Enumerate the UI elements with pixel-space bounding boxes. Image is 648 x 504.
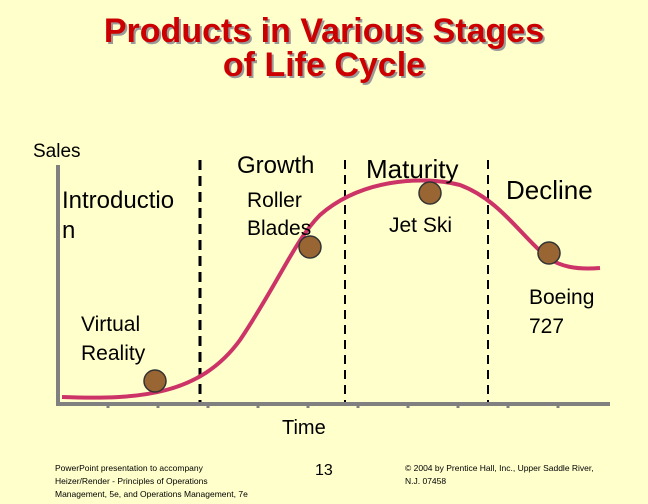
- boeing-line1: Boeing: [529, 286, 595, 309]
- footer-right-line1: © 2004 by Prentice Hall, Inc., Upper Sad…: [405, 463, 594, 473]
- title-line-2: of Life Cycle: [222, 46, 426, 84]
- roller-blades-line2: Blades: [247, 217, 312, 240]
- product-roller-blades: Roller Blades: [247, 187, 311, 243]
- stage-introduction: Introductio n: [62, 186, 174, 246]
- marker-roller-blades: [298, 235, 322, 259]
- stage-maturity: Maturity: [366, 154, 459, 184]
- boeing-line2: 727: [529, 315, 565, 338]
- roller-blades-line1: Roller: [247, 189, 302, 212]
- footer-left-line2: Heizer/Render - Principles of Operations: [55, 476, 208, 486]
- marker-jet-ski: [418, 181, 442, 205]
- footer-right-line2: N.J. 07458: [405, 476, 447, 486]
- footer-right: © 2004 by Prentice Hall, Inc., Upper Sad…: [405, 462, 594, 488]
- y-axis-label: Sales: [33, 141, 81, 162]
- page-number: 13: [315, 462, 333, 479]
- virtual-reality-line2: Reality: [81, 342, 146, 365]
- stage-decline: Decline: [506, 175, 593, 205]
- footer-left-line3: Management, 5e, and Operations Managemen…: [55, 489, 248, 499]
- product-virtual-reality: Virtual Reality: [81, 310, 145, 368]
- stage-introduction-line2: n: [62, 217, 76, 244]
- stage-growth: Growth: [237, 152, 315, 179]
- x-axis-label: Time: [282, 417, 326, 439]
- virtual-reality-line1: Virtual: [81, 313, 141, 336]
- stage-introduction-line1: Introductio: [62, 187, 175, 214]
- marker-virtual-reality: [143, 369, 167, 393]
- title-line-1: Products in Various Stages: [103, 12, 545, 50]
- footer-left: PowerPoint presentation to accompany Hei…: [55, 462, 248, 501]
- slide-title: Products in Various Stages of Life Cycle: [0, 14, 648, 82]
- footer-left-line1: PowerPoint presentation to accompany: [55, 463, 203, 473]
- product-boeing-727: Boeing 727: [529, 283, 594, 341]
- product-jet-ski: Jet Ski: [389, 214, 453, 237]
- x-axis-ticks: [106, 404, 560, 408]
- marker-boeing-727: [537, 241, 561, 265]
